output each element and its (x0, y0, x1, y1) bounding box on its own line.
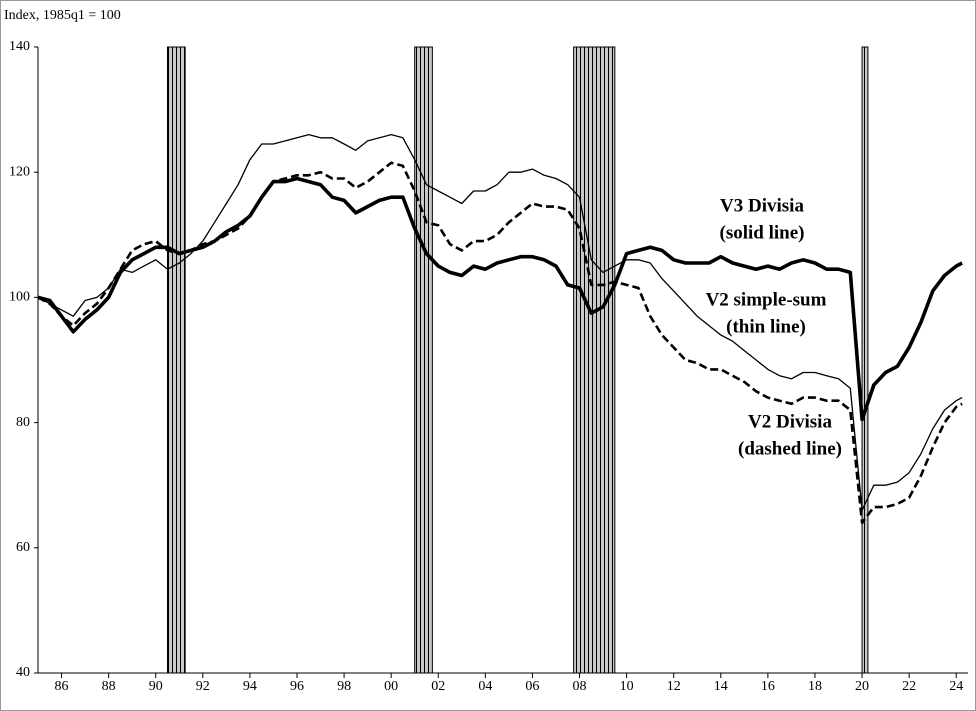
x-tick-label: 90 (149, 679, 163, 694)
x-tick-label: 96 (290, 679, 304, 694)
y-tick-label: 120 (9, 164, 30, 179)
x-tick-label: 18 (808, 679, 822, 694)
y-axis-label: Index, 1985q1 = 100 (4, 8, 121, 23)
x-tick-label: 98 (337, 679, 351, 694)
series-annotation: (solid line) (720, 222, 805, 243)
recession-band (414, 46, 433, 674)
recession-band (861, 46, 869, 674)
y-tick-label: 140 (9, 39, 30, 54)
x-tick-label: 88 (102, 679, 116, 694)
series-line (37, 176, 963, 422)
y-tick-label: 40 (16, 665, 30, 680)
x-tick-label: 20 (855, 679, 869, 694)
x-tick-label: 16 (761, 679, 775, 694)
y-tick-label: 60 (16, 540, 30, 555)
x-tick-label: 08 (573, 679, 587, 694)
y-tick-label: 100 (9, 290, 30, 305)
x-tick-label: 22 (902, 679, 916, 694)
x-tick-label: 00 (384, 679, 398, 694)
series-annotation: (thin line) (726, 316, 806, 337)
x-tick-label: 02 (431, 679, 445, 694)
x-tick-label: 06 (525, 679, 539, 694)
recession-band (573, 46, 616, 674)
x-tick-label: 92 (196, 679, 210, 694)
y-tick-label: 80 (16, 415, 30, 430)
series-annotation: (dashed line) (738, 438, 842, 459)
series-annotation: V3 Divisia (720, 195, 804, 216)
x-tick-label: 86 (55, 679, 69, 694)
recession-band (166, 46, 186, 674)
x-tick-label: 04 (478, 679, 492, 694)
x-tick-label: 94 (243, 679, 257, 694)
series-annotation: V2 simple-sum (706, 289, 827, 310)
x-tick-label: 12 (667, 679, 681, 694)
series-annotation: V2 Divisia (748, 411, 832, 432)
x-tick-label: 14 (714, 679, 728, 694)
x-tick-label: 24 (949, 679, 963, 694)
x-tick-label: 10 (620, 679, 634, 694)
